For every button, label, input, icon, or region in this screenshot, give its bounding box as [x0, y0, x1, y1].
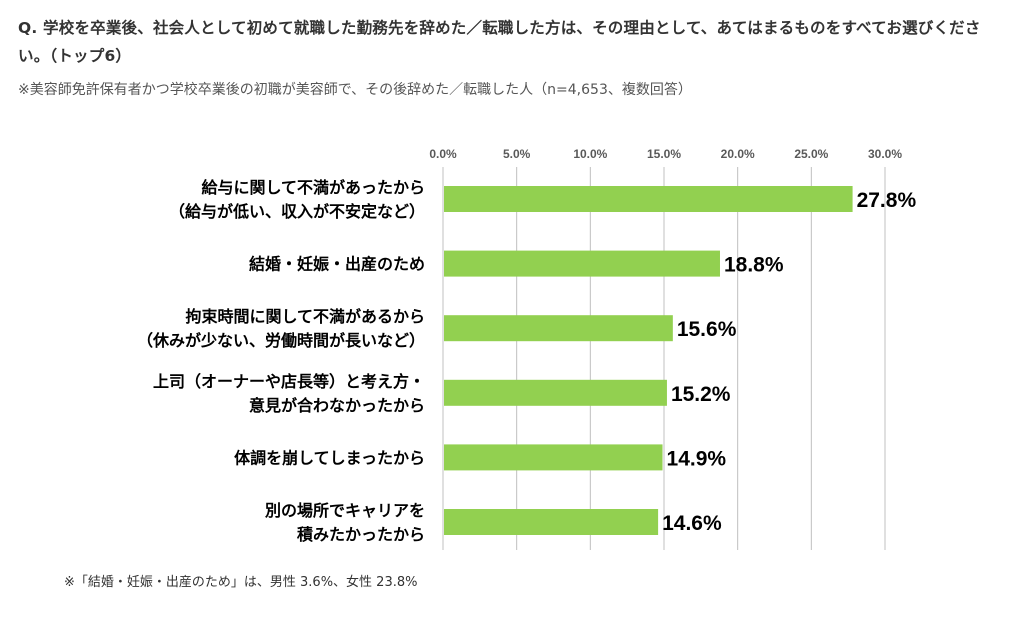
- category-label-line: 意見が合わなかったから: [249, 396, 425, 415]
- data-label: 14.9%: [667, 447, 727, 470]
- bar: [444, 509, 659, 535]
- data-label: 14.6%: [662, 512, 722, 535]
- bar: [444, 250, 720, 277]
- x-tick-label: 0.0%: [429, 147, 457, 161]
- x-tick-label: 15.0%: [647, 147, 681, 161]
- category-label-line: 別の場所でキャリアを: [265, 501, 425, 520]
- category-label-line: 結婚・妊娠・出産のため: [249, 255, 425, 274]
- survey-note: ※美容師免許保有者かつ学校卒業後の初職が美容師で、その後辞めた／転職した人（n=…: [18, 82, 692, 98]
- data-labels: 27.8% 18.8% 15.6% 15.2% 14.9% 14.6%: [662, 189, 916, 535]
- bars: [444, 186, 853, 535]
- category-label-line: 積みたかったから: [296, 525, 425, 544]
- x-tick-label: 30.0%: [868, 147, 902, 161]
- category-label-line: 拘束時間に関して不満があるから: [185, 307, 425, 326]
- category-labels: 給与に関して不満があったから （給与が低い、収入が不安定など） 結婚・妊娠・出産のた…: [137, 178, 425, 544]
- x-tick-label: 25.0%: [794, 147, 828, 161]
- category-label-line: （給与が低い、収入が不安定など）: [169, 202, 425, 221]
- x-tick-label: 10.0%: [573, 147, 607, 161]
- x-tick-label: 5.0%: [503, 147, 531, 161]
- category-label-line: 上司（オーナーや店長等）と考え方・: [153, 372, 425, 391]
- question-title: Q. 学校を卒業後、社会人として初めて就職した勤務先を辞めた／転職した方は、その…: [18, 19, 981, 65]
- data-label: 27.8%: [857, 189, 917, 212]
- category-label: 上司（オーナーや店長等）と考え方・意見が合わなかったから: [153, 372, 425, 415]
- category-label: 別の場所でキャリアを積みたかったから: [265, 501, 425, 544]
- category-label: 結婚・妊娠・出産のため: [249, 255, 425, 274]
- gridlines: [442, 167, 886, 550]
- x-axis-tick-labels: 0.0% 5.0% 10.0% 15.0% 20.0% 25.0% 30.0%: [429, 147, 902, 161]
- bar: [444, 444, 663, 471]
- category-label: 体調を崩してしまったから: [234, 448, 425, 467]
- category-label: 給与に関して不満があったから （給与が低い、収入が不安定など）: [169, 178, 425, 221]
- category-label: 拘束時間に関して不満があるから （休みが少ない、労働時間が長いなど）: [137, 307, 425, 350]
- x-tick-label: 20.0%: [721, 147, 755, 161]
- footnote: ※「結婚・妊娠・出産のため」は、男性 3.6%、女性 23.8%: [64, 575, 418, 590]
- category-label-line: （休みが少ない、労働時間が長いなど）: [137, 331, 425, 350]
- data-label: 15.2%: [671, 383, 731, 406]
- data-label: 15.6%: [677, 318, 737, 341]
- bar: [444, 379, 667, 406]
- data-label: 18.8%: [724, 254, 784, 277]
- category-label-line: 給与に関して不満があったから: [201, 178, 425, 197]
- bar: [444, 315, 673, 342]
- bar: [444, 186, 853, 212]
- category-label-line: 体調を崩してしまったから: [234, 448, 425, 467]
